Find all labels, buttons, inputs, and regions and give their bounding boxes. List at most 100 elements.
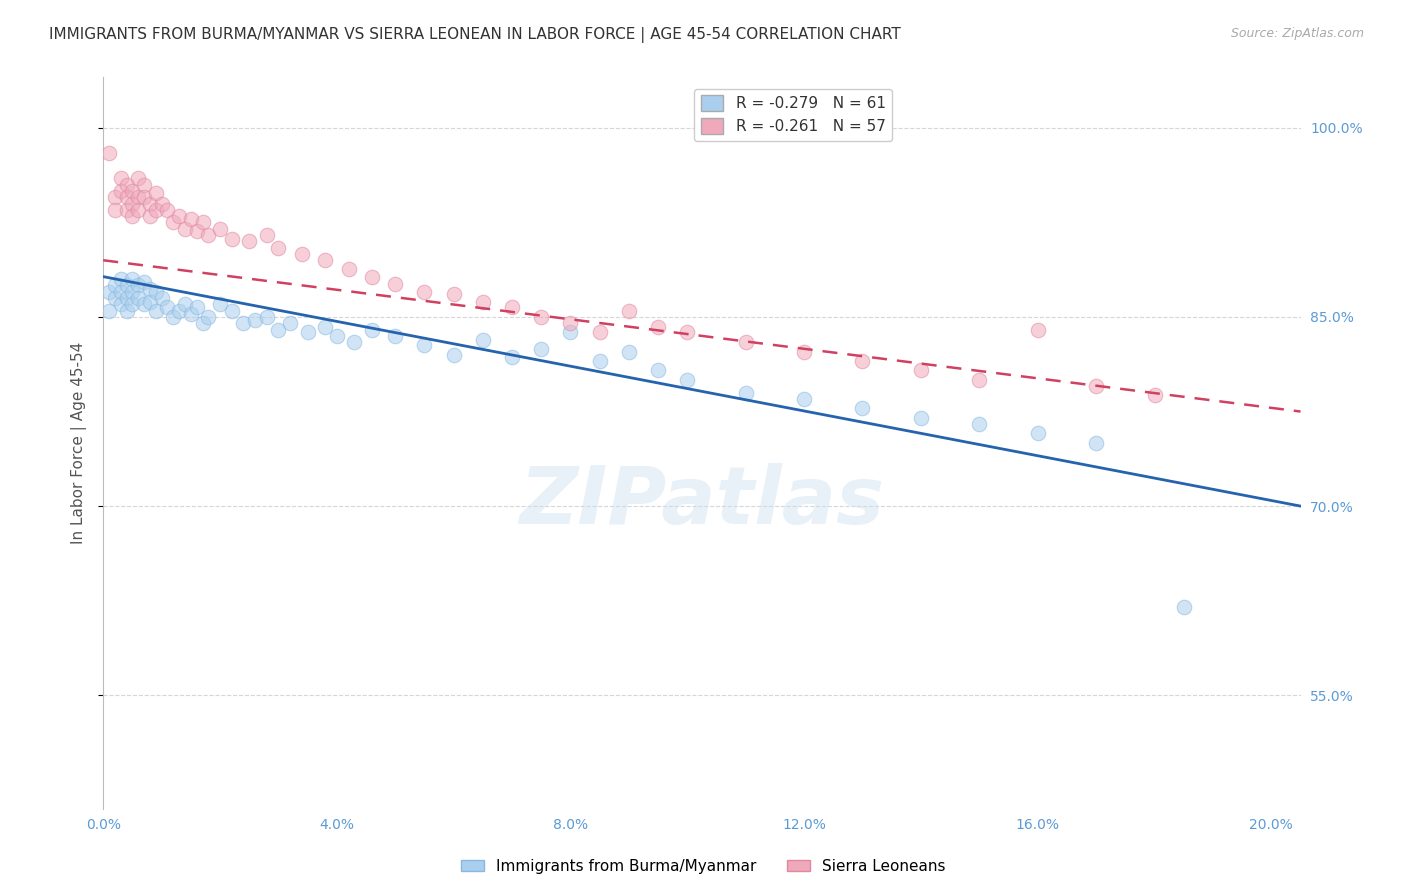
Point [180,211,202,226]
Point [676,325,699,339]
Point [98,285,121,299]
Point [186,224,208,238]
Point [167,209,190,223]
Point [734,335,756,350]
Point [560,316,582,330]
Point [360,269,382,284]
Point [851,401,873,415]
Point [413,285,436,299]
Point [243,312,266,326]
Point [110,171,132,186]
Point [501,351,523,365]
Point [238,235,260,249]
Point [115,291,138,305]
Point [910,410,932,425]
Point [589,354,612,368]
Point [180,308,202,322]
Point [910,363,932,377]
Point [139,294,162,309]
Point [647,320,669,334]
Point [98,303,121,318]
Point [156,202,179,217]
Point [150,196,173,211]
Point [297,325,319,339]
Point [127,278,149,293]
Point [314,320,336,334]
Point [232,316,254,330]
Point [208,221,231,235]
Point [121,209,143,223]
Point [156,300,179,314]
Point [104,278,127,293]
Point [174,221,197,235]
Point [676,373,699,387]
Point [115,178,138,192]
Point [121,272,143,286]
Point [793,345,815,359]
Point [115,278,138,293]
Point [110,272,132,286]
Point [197,310,219,324]
Point [221,232,243,246]
Point [98,146,121,161]
Point [560,325,582,339]
Point [132,297,155,311]
Point [208,297,231,311]
Point [121,184,143,198]
Point [793,392,815,406]
Legend: R = -0.279   N = 61, R = -0.261   N = 57: R = -0.279 N = 61, R = -0.261 N = 57 [695,88,891,141]
Point [647,363,669,377]
Point [530,310,553,324]
Y-axis label: In Labor Force | Age 45-54: In Labor Force | Age 45-54 [72,342,87,544]
Point [256,310,278,324]
Point [139,282,162,296]
Point [104,190,127,204]
Point [384,277,406,292]
Point [132,275,155,289]
Point [132,190,155,204]
Point [291,247,314,261]
Point [314,253,336,268]
Point [167,303,190,318]
Point [221,303,243,318]
Point [1026,322,1049,336]
Point [471,333,494,347]
Point [174,297,197,311]
Point [162,215,184,229]
Point [115,202,138,217]
Point [110,297,132,311]
Point [1085,436,1108,450]
Point [132,178,155,192]
Legend: Immigrants from Burma/Myanmar, Sierra Leoneans: Immigrants from Burma/Myanmar, Sierra Le… [454,853,952,880]
Point [617,303,640,318]
Point [115,190,138,204]
Point [121,297,143,311]
Point [191,215,214,229]
Point [337,262,360,277]
Point [121,196,143,211]
Point [471,294,494,309]
Point [851,354,873,368]
Point [197,227,219,242]
Point [139,209,162,223]
Point [1143,388,1166,402]
Point [115,303,138,318]
Point [145,303,167,318]
Point [443,287,465,301]
Point [145,285,167,299]
Point [969,373,991,387]
Point [413,337,436,351]
Point [145,202,167,217]
Point [186,300,208,314]
Point [734,385,756,400]
Point [150,291,173,305]
Point [326,329,349,343]
Text: ZIPatlas: ZIPatlas [519,463,884,541]
Text: IMMIGRANTS FROM BURMA/MYANMAR VS SIERRA LEONEAN IN LABOR FORCE | AGE 45-54 CORRE: IMMIGRANTS FROM BURMA/MYANMAR VS SIERRA … [49,27,901,43]
Point [384,329,406,343]
Point [191,316,214,330]
Point [121,285,143,299]
Point [110,184,132,198]
Point [127,202,149,217]
Point [139,196,162,211]
